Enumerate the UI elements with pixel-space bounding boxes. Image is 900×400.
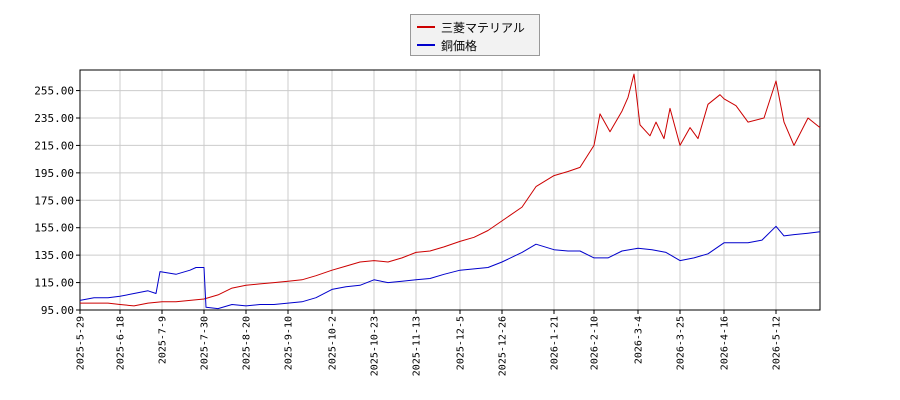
y-tick-label: 155.00 xyxy=(34,222,74,235)
y-tick-label: 95.00 xyxy=(41,304,74,317)
series-lines xyxy=(79,73,821,310)
y-tick-label: 255.00 xyxy=(34,85,74,98)
y-tick-label: 195.00 xyxy=(34,167,74,180)
x-tick-label: 2025-11-13 xyxy=(412,316,423,376)
legend-item-mitsubishi: 三菱マテリアル xyxy=(417,18,525,36)
y-axis: 95.00 115.00 135.00 155.00 175.00 195.00 215.0… xyxy=(34,85,80,317)
x-axis: 2025-5-29 2025-6-18 2025-7-9 2025-7-30 2025-… xyxy=(76,310,783,376)
x-tick-label: 2025-8-20 xyxy=(242,316,253,370)
legend-label-copper: 銅価格 xyxy=(441,38,478,53)
x-tick-label: 2025-6-18 xyxy=(116,316,127,370)
legend: 三菱マテリアル 銅価格 xyxy=(410,14,540,56)
x-tick-label: 2025-12-26 xyxy=(498,316,509,376)
y-tick-label: 135.00 xyxy=(34,249,74,262)
legend-label-mitsubishi: 三菱マテリアル xyxy=(441,20,525,35)
x-tick-label: 2026-3-4 xyxy=(634,316,645,364)
x-tick-label: 2025-7-9 xyxy=(158,316,169,364)
x-tick-label: 2025-10-23 xyxy=(370,316,381,376)
x-tick-label: 2025-12-5 xyxy=(456,316,467,370)
series-line-mitsubishi xyxy=(80,73,821,307)
y-tick-label: 235.00 xyxy=(34,112,74,125)
x-tick-label: 2025-5-29 xyxy=(76,316,87,370)
x-tick-label: 2026-2-10 xyxy=(590,316,601,370)
series-line-copper xyxy=(79,225,821,310)
x-tick-label: 2025-7-30 xyxy=(200,316,211,370)
legend-item-copper: 銅価格 xyxy=(417,36,477,54)
y-tick-label: 115.00 xyxy=(34,277,74,290)
y-tick-label: 175.00 xyxy=(34,194,74,207)
x-tick-label: 2026-3-25 xyxy=(676,316,687,370)
x-tick-label: 2026-4-16 xyxy=(720,316,731,370)
x-tick-label: 2025-10-2 xyxy=(328,316,339,370)
legend-swatch-copper xyxy=(417,44,435,46)
legend-swatch-mitsubishi xyxy=(417,26,435,28)
x-tick-label: 2026-1-21 xyxy=(550,316,561,370)
y-tick-label: 215.00 xyxy=(34,139,74,152)
x-tick-label: 2025-9-10 xyxy=(284,316,295,370)
x-tick-label: 2026-5-12 xyxy=(772,316,783,370)
plot-area xyxy=(79,69,821,311)
grid-lines xyxy=(79,70,820,311)
